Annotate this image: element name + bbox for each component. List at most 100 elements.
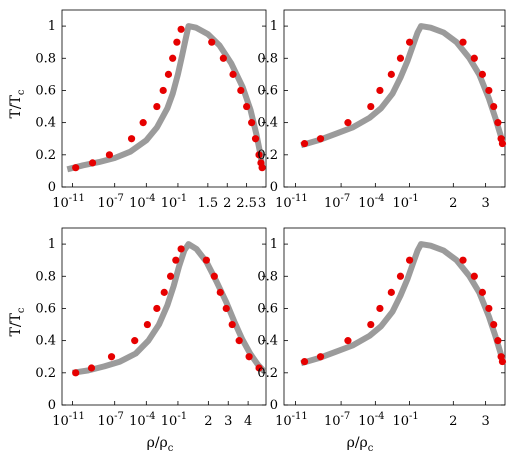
data-point [490,102,498,111]
y-tick-label: 0.8 [35,269,56,284]
data-point [470,272,478,280]
model-curve [72,241,267,376]
data-point [164,70,173,78]
x-tick-base: 10 [275,414,292,429]
x-tick-exponent: -7 [114,193,124,204]
x-tick-label: 1.5 [198,196,219,211]
x-tick-label: 2 [449,196,457,211]
x-tick-label: 2 [223,196,231,211]
data-point [177,245,185,253]
x-tick-label: 10-11 [52,193,85,211]
data-point [228,320,236,329]
y-tick-label: 0.6 [257,83,278,98]
data-point [498,139,507,148]
data-point [406,38,414,46]
x-tick-exponent: -7 [340,411,350,422]
x-tick-label: 10-7 [324,411,350,429]
x-tick-label: 10-7 [324,193,350,211]
data-point [255,364,263,372]
data-point [173,38,181,46]
data-point [387,288,395,296]
data-point [258,164,266,172]
data-point [478,70,486,78]
y-tick-label: 1 [48,19,56,34]
data-point [478,288,486,296]
x-tick-label: 10-4 [129,411,155,429]
x-tick-exponent: -7 [340,193,350,204]
x-tick-base: 10 [98,414,115,429]
plot-frame [61,9,267,188]
y-tick-label: 0.4 [35,334,56,349]
x-tick-label: 4 [244,414,252,429]
data-point [131,337,139,345]
x-tick-exponent: -4 [146,193,156,204]
data-point [87,364,96,372]
data-point [251,135,260,143]
x-tick-label: 10-7 [98,193,124,211]
data-point [406,256,414,264]
y-tick-label: 0.2 [257,148,278,163]
data-point [202,256,210,264]
y-tick-label: 0.6 [257,301,278,316]
data-point [367,102,375,111]
x-tick-label-max: 3 [258,196,266,211]
x-tick-label: 10-1 [392,411,418,429]
x-tick-label: 10-1 [161,193,187,211]
data-point [243,102,251,111]
data-point [396,54,405,62]
x-tick-exponent: -1 [177,411,187,422]
x-tick-label: 3 [481,414,489,429]
data-point [172,256,180,264]
data-point [459,256,467,264]
x-tick-label: 2.5 [236,196,257,211]
data-point [248,119,256,127]
data-point [300,357,309,366]
y-tick-label: 0.8 [257,269,278,284]
plot-frame [61,227,267,406]
x-axis-label-right: ρ/ρc [347,435,374,454]
x-tick-base: 10 [161,414,178,429]
y-tick-label: 0 [48,398,56,413]
data-point [160,288,168,296]
data-point [396,272,405,280]
y-tick-label: 0.4 [257,116,278,131]
data-point [235,337,243,345]
data-point [88,159,97,167]
data-point [485,86,493,95]
data-point [485,304,493,313]
data-point [494,119,502,127]
y-tick-label: 1 [270,237,278,252]
data-point [169,54,177,62]
x-tick-base: 10 [161,196,178,211]
y-tick-label: 0.2 [257,366,278,381]
x-tick-label: 3 [481,196,489,211]
data-point [143,320,151,329]
x-tick-base: 10 [358,414,375,429]
data-point [344,119,352,127]
data-point [219,54,227,62]
data-point [316,353,325,361]
x-tick-exponent: -11 [69,411,85,422]
x-tick-exponent: -4 [375,193,385,204]
data-point [300,139,309,148]
data-point [498,357,507,366]
data-point [127,135,136,143]
y-tick-label: 0.6 [35,83,56,98]
x-tick-base: 10 [52,196,69,211]
x-tick-label: 2 [449,414,457,429]
x-tick-base: 10 [324,196,341,211]
data-point [316,135,325,143]
data-point [494,337,502,345]
data-point [166,272,175,280]
x-tick-exponent: -11 [292,193,308,204]
x-tick-exponent: -4 [146,411,156,422]
x-tick-label: 10-11 [275,193,308,211]
data-point [459,38,467,46]
x-axis-label-left: ρ/ρc [147,435,174,454]
y-tick-label: 0.6 [35,301,56,316]
data-point [237,86,245,95]
model-curve [66,23,266,173]
x-tick-exponent: -1 [409,193,419,204]
y-tick-label: 0.2 [35,148,56,163]
